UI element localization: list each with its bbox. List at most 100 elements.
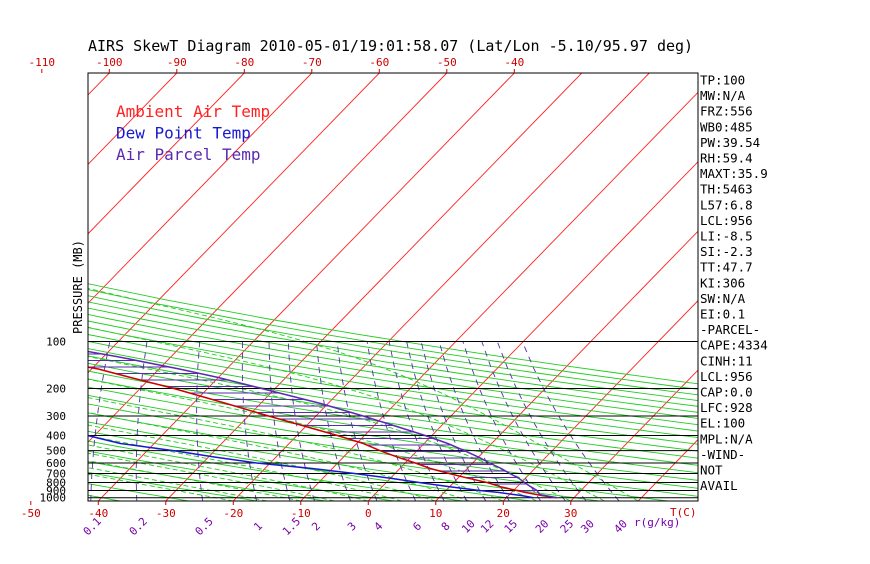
bottom-temp-tick-label: -30	[156, 507, 176, 520]
mixing-ratio-tick-label: 2	[309, 520, 323, 534]
mixing-ratio-line	[481, 341, 566, 501]
stat-item: TH:5463	[700, 182, 753, 197]
top-temp-tick-label: -100	[96, 56, 123, 69]
stat-item: MAXT:35.9	[700, 166, 768, 181]
mixing-ratio-line	[135, 341, 148, 501]
dry-adiabat-line	[88, 313, 698, 413]
stat-item: LI:-8.5	[700, 229, 753, 244]
isotherm-line	[97, 73, 515, 501]
isotherm-line	[232, 73, 650, 501]
dry-adiabat-line	[88, 301, 698, 402]
mixing-ratio-unit: r(g/kg)	[634, 516, 680, 529]
mixing-ratio-line	[366, 341, 417, 501]
top-temp-tick-label: -40	[504, 56, 524, 69]
pressure-tick-label: 500	[46, 445, 66, 458]
bottom-temp-tick-label: -20	[223, 507, 243, 520]
stats-panel: TP:100MW:N/AFRZ:556WB0:485PW:39.54RH:59.…	[700, 73, 768, 494]
dry-adiabat-line	[88, 307, 698, 407]
isotherm-line	[502, 300, 698, 501]
mixing-ratio-tick-label: 10	[459, 517, 478, 536]
stat-item: CAPE:4334	[700, 338, 768, 353]
top-temp-tick-label: -90	[167, 56, 187, 69]
isotherm-line	[88, 73, 448, 443]
top-temp-tick-label: -50	[437, 56, 457, 69]
mixing-ratio-tick-label: 4	[372, 519, 386, 533]
stat-item: -WIND-	[700, 447, 745, 462]
stat-item: SI:-2.3	[700, 244, 753, 259]
dry-adiabat-line	[88, 483, 189, 501]
top-temp-tick-label: -80	[234, 56, 254, 69]
stat-item: KI:306	[700, 275, 745, 290]
mixing-ratio-line	[496, 341, 587, 501]
bottom-temp-tick-label: 10	[429, 507, 442, 520]
stat-item: LCL:956	[700, 213, 753, 228]
dry-adiabat-line	[88, 461, 326, 501]
mixing-ratio-line	[406, 341, 468, 501]
dry-adiabat-line	[88, 295, 698, 396]
dry-adiabat-line	[0, 73, 52, 501]
mixing-ratio-tick-label: 20	[533, 517, 552, 536]
stat-item: CINH:11	[700, 353, 753, 368]
moist-adiabat-line	[88, 444, 369, 501]
top-temp-tick-label: -60	[369, 56, 389, 69]
mixing-ratio-tick-label: 1	[251, 520, 265, 534]
y-axis-label: PRESSURE (MB)	[71, 240, 85, 334]
stat-item: PW:39.54	[700, 135, 760, 150]
pressure-tick-label: 300	[46, 410, 66, 423]
x-axis-label: T(C)	[670, 506, 697, 519]
dry-adiabat-line	[88, 334, 698, 432]
moist-adiabat-line	[88, 326, 605, 501]
mixing-ratio-tick-label: 40	[611, 517, 630, 536]
legend: Ambient Air Temp Dew Point Temp Air Parcel…	[116, 102, 270, 164]
moist-adiabat-line	[88, 424, 436, 501]
mixing-ratio-line	[287, 341, 316, 501]
isotherm-line	[165, 73, 583, 501]
top-temp-tick-label: -70	[302, 56, 322, 69]
mixing-ratio-tick-label: 30	[578, 517, 597, 536]
isotherm-line	[367, 161, 698, 501]
legend-entry: Air Parcel Temp	[116, 145, 261, 164]
mixing-ratio-tick-label: 6	[410, 520, 424, 534]
stat-item: SW:N/A	[700, 291, 746, 306]
dry-adiabat-line	[88, 471, 258, 501]
isotherm-line	[435, 230, 698, 501]
dry-adiabat-line	[88, 283, 698, 385]
isotherm-line	[773, 73, 870, 501]
pressure-tick-label: 700	[46, 467, 66, 480]
legend-entry: Ambient Air Temp	[116, 102, 270, 121]
mixing-ratio-tick-label: 0.5	[193, 515, 216, 538]
mixing-ratio-line	[268, 341, 291, 501]
dry-adiabat-line	[88, 289, 698, 390]
stat-item: EI:0.1	[700, 307, 745, 322]
bottom-temp-tick-label: -10	[291, 507, 311, 520]
moist-adiabat-line	[88, 412, 470, 501]
stat-item: LCL:956	[700, 369, 753, 384]
pressure-tick-label: 900	[46, 485, 66, 498]
dry-adiabat-line	[88, 403, 698, 497]
stat-item: NOT	[700, 463, 723, 478]
pressure-tick-label: 100	[46, 335, 66, 348]
stat-item: AVAIL	[700, 478, 738, 493]
dry-adiabat-line	[88, 412, 669, 501]
bottom-temp-tick-label: 30	[564, 507, 577, 520]
isotherm-line	[300, 91, 698, 501]
pressure-tick-label: 200	[46, 383, 66, 396]
bottom-temp-tick-label: 20	[497, 507, 510, 520]
isotherm-line	[0, 73, 42, 501]
legend-entry: Dew Point Temp	[116, 124, 251, 143]
pressure-tick-label: 400	[46, 430, 66, 443]
moist-adiabat-line	[88, 452, 335, 501]
cape-hatching	[88, 353, 538, 491]
stat-item: FRZ:556	[700, 104, 753, 119]
isotherm-line	[88, 73, 380, 374]
dry-adiabat-line	[88, 386, 698, 481]
pressure-tick-label: 600	[46, 457, 66, 470]
plot-frame	[87, 72, 699, 502]
top-temp-tick-label: -110	[29, 56, 56, 69]
mixing-ratio-line	[336, 341, 378, 501]
isotherm-line	[88, 73, 178, 166]
moist-adiabat-line	[88, 435, 403, 501]
isotherm-line	[88, 73, 245, 235]
chart-title: AIRS SkewT Diagram 2010-05-01/19:01:58.0…	[88, 37, 693, 55]
